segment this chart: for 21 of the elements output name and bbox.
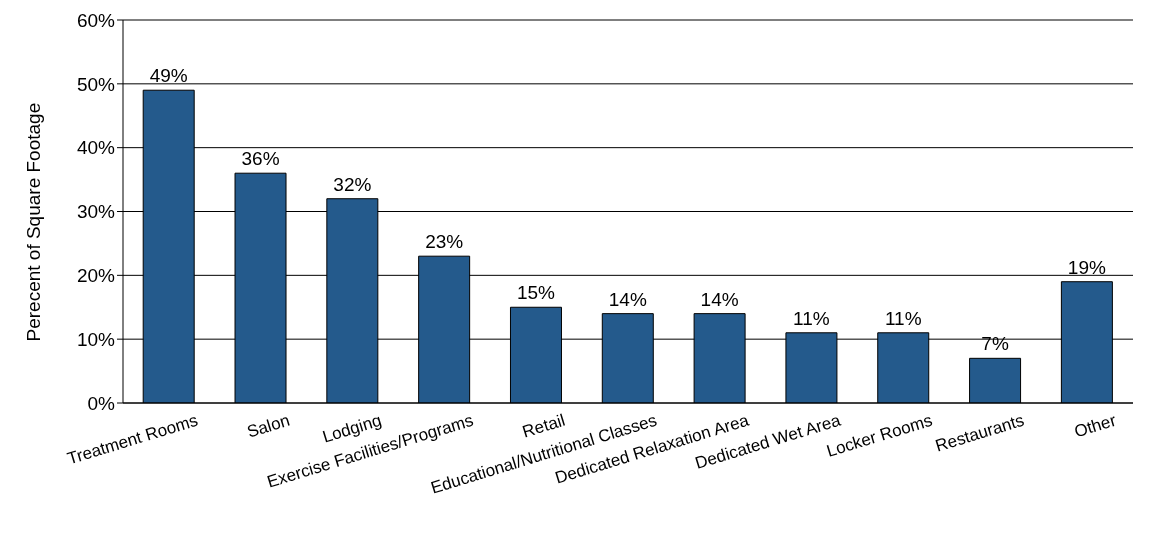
data-label: 19% — [1067, 256, 1106, 278]
data-label: 49% — [149, 65, 188, 87]
data-label: 32% — [333, 173, 372, 195]
data-label: 15% — [516, 282, 556, 304]
y-tick-label: 60% — [76, 9, 116, 31]
data-label: 14% — [700, 288, 739, 310]
y-axis-title: Perecent of Square Footage — [22, 102, 44, 342]
data-label: 36% — [241, 148, 280, 170]
y-tick-label: 0% — [87, 392, 116, 414]
data-label: 14% — [608, 288, 647, 310]
x-tick-label: Other — [1072, 410, 1119, 442]
y-tick-label: 30% — [76, 201, 116, 223]
x-tick-label: Salon — [244, 410, 292, 442]
y-tick-label: 50% — [76, 73, 116, 95]
data-label: 11% — [793, 307, 830, 329]
y-tick-label: 40% — [76, 137, 116, 159]
y-tick-label: 10% — [76, 328, 116, 350]
data-label: 23% — [425, 231, 464, 253]
data-label: 7% — [981, 333, 1009, 355]
y-tick-label: 20% — [76, 265, 116, 287]
data-label: 11% — [884, 307, 922, 329]
